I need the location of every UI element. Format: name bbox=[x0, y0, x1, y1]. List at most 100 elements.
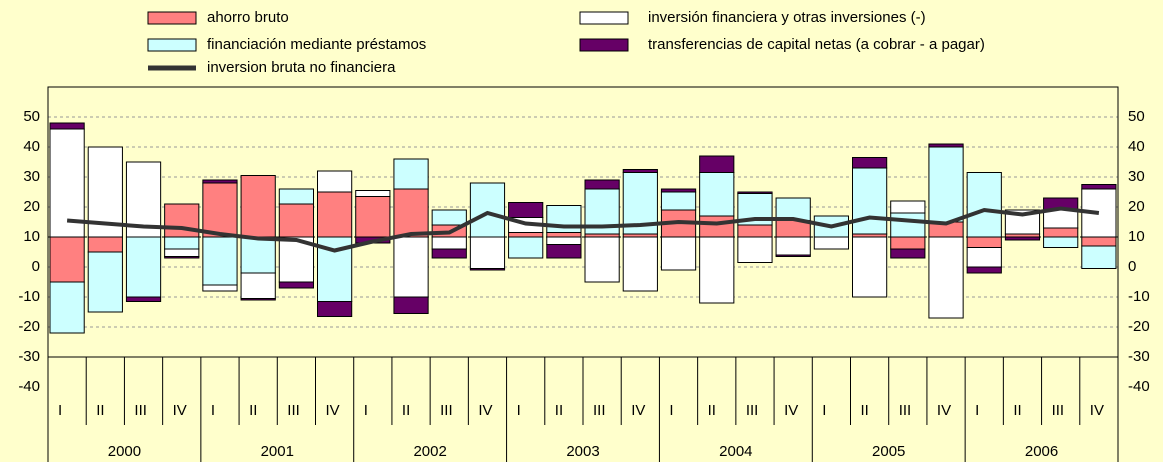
bar-segment bbox=[928, 146, 964, 223]
x-tick-label: II bbox=[402, 402, 410, 419]
x-tick-label: I bbox=[58, 402, 62, 419]
x-tick-label: IV bbox=[631, 402, 645, 419]
legend-swatch bbox=[579, 38, 629, 52]
bar-segment bbox=[240, 175, 276, 238]
y-tick-label: -30 bbox=[18, 348, 40, 365]
x-tick-label: III bbox=[440, 402, 453, 419]
bar-segment bbox=[966, 247, 1002, 268]
bar-segment bbox=[469, 268, 506, 271]
x-tick-label: III bbox=[287, 402, 300, 419]
y-tick-label: -40 bbox=[18, 378, 40, 395]
y-tick-label: 20 bbox=[23, 198, 40, 215]
bar-segment bbox=[240, 298, 276, 301]
bar-segment bbox=[852, 167, 888, 235]
bar-segment bbox=[431, 236, 467, 250]
bar-segment bbox=[393, 158, 429, 190]
bar-segment bbox=[928, 143, 964, 148]
x-tick-label: I bbox=[669, 402, 673, 419]
y2-tick-label: -10 bbox=[1128, 288, 1150, 305]
bar-segment bbox=[164, 236, 200, 250]
x-tick-label: III bbox=[1052, 402, 1065, 419]
bar-segment bbox=[202, 179, 238, 184]
bar-segment bbox=[1004, 236, 1041, 241]
bar-segment bbox=[699, 215, 735, 238]
bar-segment bbox=[49, 128, 85, 238]
bar-segment bbox=[622, 169, 658, 173]
bar-segment bbox=[469, 182, 506, 238]
y2-tick-label: 10 bbox=[1128, 228, 1145, 245]
bar-segment bbox=[355, 196, 391, 238]
bar-segment bbox=[1043, 227, 1079, 238]
bar-segment bbox=[202, 182, 238, 238]
bar-segment bbox=[890, 236, 926, 250]
bar-segment bbox=[317, 301, 353, 317]
y2-tick-label: -30 bbox=[1128, 348, 1150, 365]
bar-segment bbox=[966, 266, 1002, 274]
y-tick-label: 30 bbox=[23, 168, 40, 185]
x-tick-label: I bbox=[364, 402, 368, 419]
line-series bbox=[66, 206, 1100, 253]
bar-segment bbox=[660, 191, 697, 211]
legend-label: transferencias de capital netas (a cobra… bbox=[648, 36, 985, 53]
x-tick-label: I bbox=[211, 402, 215, 419]
bar-segment bbox=[1081, 236, 1117, 247]
bar-segment bbox=[355, 190, 391, 197]
x-tick-label: I bbox=[517, 402, 521, 419]
x-tick-label: II bbox=[555, 402, 563, 419]
bar-segment bbox=[546, 244, 582, 259]
bar-segment bbox=[890, 200, 926, 214]
bar-segment bbox=[508, 232, 544, 238]
bar-segment bbox=[87, 251, 123, 313]
x-tick-label: II bbox=[96, 402, 104, 419]
y2-tick-label: 50 bbox=[1128, 108, 1145, 125]
bar-segment bbox=[546, 232, 582, 238]
bar-segment bbox=[546, 236, 582, 245]
year-label: 2001 bbox=[261, 443, 294, 460]
bar-segment bbox=[469, 236, 506, 269]
bar-segment bbox=[87, 236, 123, 253]
x-tick-label: II bbox=[1013, 402, 1021, 419]
bar-segment bbox=[622, 236, 658, 292]
x-tick-label: III bbox=[134, 402, 147, 419]
y-tick-label: 0 bbox=[32, 258, 40, 275]
bar-segment bbox=[240, 236, 276, 274]
bar-segment bbox=[49, 236, 85, 283]
year-label: 2003 bbox=[566, 443, 599, 460]
bar-segment bbox=[49, 281, 85, 334]
bar-segment bbox=[737, 224, 773, 238]
x-tick-label: IV bbox=[326, 402, 340, 419]
bar-segment bbox=[508, 236, 544, 259]
year-label: 2006 bbox=[1025, 443, 1058, 460]
bar-segment bbox=[240, 272, 276, 299]
bar-segment bbox=[164, 256, 200, 259]
bar-segment bbox=[699, 236, 735, 304]
x-tick-label: IV bbox=[478, 402, 492, 419]
bar-segment bbox=[966, 236, 1002, 248]
bar-segment bbox=[125, 296, 162, 302]
y2-tick-label: 0 bbox=[1128, 258, 1136, 275]
y-tick-label: -20 bbox=[18, 318, 40, 335]
bar-segment bbox=[393, 236, 429, 298]
bar-segment bbox=[1043, 209, 1079, 229]
bar-segment bbox=[202, 284, 238, 292]
legend-swatch bbox=[579, 11, 629, 25]
bar-segment bbox=[164, 248, 200, 257]
year-label: 2002 bbox=[413, 443, 446, 460]
y2-tick-label: 20 bbox=[1128, 198, 1145, 215]
bar-segment bbox=[278, 281, 314, 289]
bar-segment bbox=[431, 248, 467, 259]
bar-segment bbox=[699, 155, 735, 173]
x-tick-label: IV bbox=[173, 402, 187, 419]
bar-segment bbox=[737, 236, 773, 263]
y2-tick-label: -20 bbox=[1128, 318, 1150, 335]
bar-segment bbox=[966, 172, 1002, 238]
bar-segment bbox=[813, 236, 849, 250]
bar-segment bbox=[431, 209, 467, 226]
bar-segment bbox=[317, 170, 353, 193]
bar-segment bbox=[278, 203, 314, 238]
y-tick-label: 40 bbox=[23, 138, 40, 155]
legend-swatch bbox=[147, 11, 197, 25]
x-tick-label: IV bbox=[784, 402, 798, 419]
